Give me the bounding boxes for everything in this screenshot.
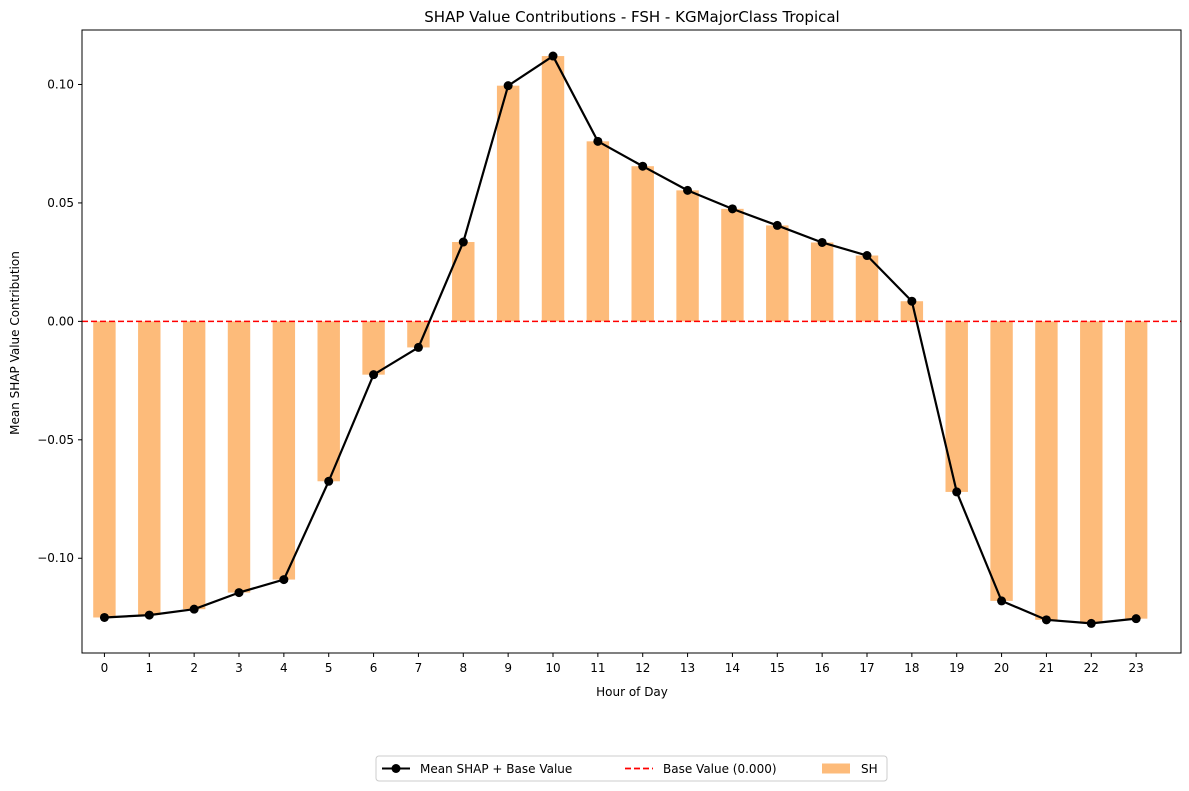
y-tick-label-2: 0.00: [47, 314, 74, 328]
legend-label-mean-shap: Mean SHAP + Base Value: [420, 762, 572, 776]
mean-shap-point-hour-14: [727, 204, 737, 214]
bar-hour-3: [227, 321, 251, 593]
bar-hour-16: [810, 242, 834, 322]
mean-shap-point-hour-15: [772, 220, 782, 230]
mean-shap-point-hour-9: [503, 81, 513, 91]
x-tick-label-14: 14: [725, 661, 740, 675]
bar-hour-19: [945, 321, 968, 492]
x-tick-label-2: 2: [190, 661, 198, 675]
mean-shap-point-hour-12: [638, 161, 648, 171]
bar-hour-0: [93, 321, 116, 618]
mean-shap-point-hour-7: [413, 342, 423, 352]
mean-shap-point-hour-11: [593, 136, 603, 146]
x-tick-label-0: 0: [101, 661, 109, 675]
bar-hour-9: [496, 85, 520, 322]
legend: Mean SHAP + Base Value Base Value (0.000…: [375, 755, 888, 782]
x-tick-label-20: 20: [994, 661, 1009, 675]
x-tick-label-4: 4: [280, 661, 288, 675]
x-tick-label-15: 15: [770, 661, 785, 675]
x-tick-label-5: 5: [325, 661, 333, 675]
mean-shap-point-hour-22: [1086, 618, 1096, 628]
bar-hour-23: [1124, 321, 1148, 619]
x-tick-label-17: 17: [859, 661, 874, 675]
bar-hour-11: [586, 141, 610, 322]
mean-shap-point-hour-2: [189, 604, 199, 614]
y-axis-label: Mean SHAP Value Contribution: [8, 251, 22, 435]
x-tick-label-3: 3: [235, 661, 243, 675]
mean-shap-point-hour-4: [279, 575, 289, 585]
mean-shap-point-hour-19: [952, 487, 962, 497]
mean-shap-point-hour-1: [144, 610, 154, 620]
x-tick-label-13: 13: [680, 661, 695, 675]
x-tick-label-9: 9: [504, 661, 512, 675]
mean-shap-point-hour-5: [324, 476, 334, 486]
legend-label-base-value: Base Value (0.000): [663, 762, 777, 776]
bar-hour-6: [362, 321, 385, 375]
x-tick-label-22: 22: [1084, 661, 1099, 675]
x-tick-label-1: 1: [145, 661, 153, 675]
y-tick-label-3: 0.05: [47, 196, 74, 210]
bar-hour-2: [182, 321, 206, 610]
plot-area: 0 1 2 3 4 5 6 7 8 9 10 11 12 13 14 15 16 17 18 19 20 21 22 23−0…: [37, 29, 1182, 675]
bar-hour-17: [855, 255, 879, 322]
bar-hour-13: [676, 190, 699, 322]
bar-hour-14: [721, 208, 744, 322]
x-tick-label-23: 23: [1129, 661, 1144, 675]
y-tick-label-0: −0.10: [37, 551, 74, 565]
mean-shap-point-hour-21: [1041, 615, 1051, 625]
x-tick-label-19: 19: [949, 661, 964, 675]
bar-hour-21: [1035, 321, 1058, 620]
mean-shap-point-hour-6: [369, 370, 379, 380]
x-tick-label-8: 8: [459, 661, 467, 675]
chart-title: SHAP Value Contributions - FSH - KGMajor…: [424, 8, 839, 26]
mean-shap-point-hour-18: [907, 296, 917, 306]
x-tick-label-21: 21: [1039, 661, 1054, 675]
legend-frame: [375, 755, 888, 782]
mean-shap-point-hour-0: [99, 612, 109, 622]
x-tick-label-12: 12: [635, 661, 650, 675]
x-tick-label-16: 16: [815, 661, 830, 675]
mean-shap-line: [104, 54, 1137, 625]
bar-hour-4: [272, 321, 296, 580]
bar-hour-8: [452, 242, 475, 322]
bar-hour-12: [631, 166, 654, 322]
x-tick-label-10: 10: [545, 661, 560, 675]
mean-shap-point-hour-16: [817, 237, 827, 247]
x-tick-label-6: 6: [370, 661, 378, 675]
mean-shap-point-hour-8: [458, 237, 468, 247]
legend-marker-swatch: [391, 764, 401, 773]
bar-hour-18: [900, 301, 924, 322]
legend-label-sh: SH: [861, 762, 878, 776]
mean-shap-point-hour-13: [683, 185, 693, 195]
y-tick-label-4: 0.10: [47, 77, 74, 91]
mean-shap-point-hour-23: [1131, 614, 1141, 624]
legend-bar-swatch: [822, 763, 850, 774]
bar-hour-20: [990, 321, 1013, 601]
x-tick-label-11: 11: [590, 661, 605, 675]
plot-frame: [81, 29, 1182, 654]
x-axis-label: Hour of Day: [596, 685, 668, 699]
mean-shap-point-hour-20: [997, 596, 1007, 606]
x-tick-label-18: 18: [904, 661, 919, 675]
bar-hour-15: [766, 225, 789, 322]
mean-shap-point-hour-10: [548, 51, 558, 61]
mean-shap-point-hour-3: [234, 588, 244, 598]
bar-hour-1: [138, 321, 161, 616]
bar-hour-10: [541, 56, 565, 322]
mean-shap-point-hour-17: [862, 251, 872, 261]
bar-hour-7: [407, 321, 430, 348]
y-tick-label-1: −0.05: [37, 433, 74, 447]
bar-hour-5: [317, 321, 340, 482]
x-tick-label-7: 7: [415, 661, 423, 675]
bar-hour-22: [1080, 321, 1103, 624]
